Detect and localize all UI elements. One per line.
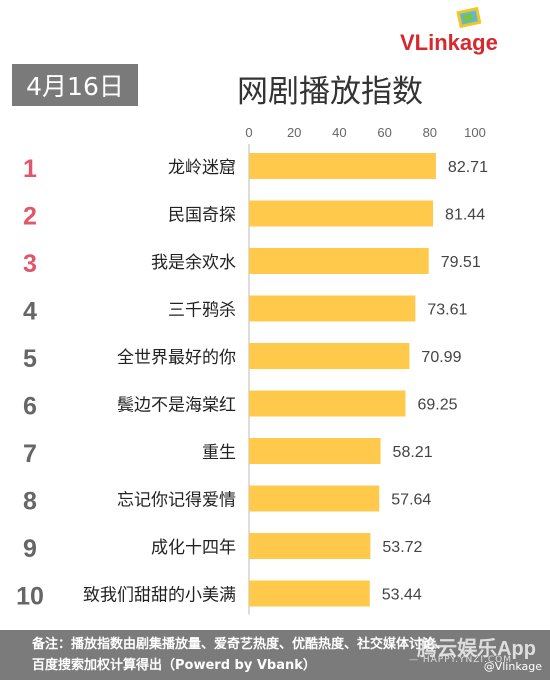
x-tick-label: 80 [423,125,437,140]
rank-label: 7 [23,440,37,468]
data-label: 79.51 [441,254,481,271]
data-label: 73.61 [427,302,467,319]
category-label: 忘记你记得爱情 [117,491,236,511]
category-label: 全世界最好的你 [117,348,236,368]
rank-label: 4 [23,298,37,326]
vlinkage-logo: VLinkage [400,6,530,56]
category-label: 重生 [202,443,236,463]
bar [249,295,416,322]
footer-note-line2: 百度搜索加权计算得出（Powerd by Vbank） [32,658,316,673]
data-label: 57.64 [391,492,431,509]
date-badge: 4月16日 [12,64,138,106]
footer-note: 备注：播放指数由剧集播放量、爱奇艺热度、优酷热度、社交媒体讨论、 百度搜索加权计… [0,630,550,680]
category-label: 民国奇探 [168,206,236,226]
bar-chart: 0 20 40 60 80 100 82.71 龙岭迷窟 1 81.44 民国奇探 2 79.51 我是余… [16,125,488,615]
data-label: 58.21 [393,444,433,461]
rank-label: 2 [23,203,37,231]
logo-mark-icon [456,6,482,29]
x-tick-label: 60 [377,125,391,140]
x-tick-label: 100 [464,125,486,140]
category-label: 我是余欢水 [151,253,236,273]
x-tick-label: 0 [245,125,252,140]
category-label: 致我们甜甜的小美满 [83,586,236,606]
category-label: 成化十四年 [151,538,236,558]
logo-text: VLinkage [400,30,498,55]
bar [249,153,436,179]
rank-label: 8 [23,488,37,516]
bar [249,390,406,417]
category-label: 三千鸦杀 [168,301,236,321]
rank-label: 10 [16,583,44,611]
data-label: 53.44 [382,587,422,604]
data-label: 82.71 [448,159,488,176]
x-tick-label: 40 [332,125,346,140]
watermark-text: 腾云娱乐App [417,638,536,660]
page-title: 网剧播放指数 [237,74,423,110]
bar [249,580,370,607]
rank-label: 6 [23,393,37,421]
bar [249,343,410,369]
data-label: 53.72 [382,539,422,556]
category-label: 龙岭迷窟 [168,158,236,178]
data-label: 70.99 [421,349,461,366]
bar [249,485,380,512]
rank-label: 1 [23,155,37,183]
bar [249,248,429,274]
rank-label: 5 [23,345,37,373]
watermark-subtext: — HAPPY.YNZI.COM [408,655,512,665]
bar [249,438,381,464]
category-label: 鬓边不是海棠红 [117,395,236,416]
weibo-handle: @Vlinkage [483,660,542,673]
bar [249,200,434,227]
bar [249,533,371,559]
data-label: 81.44 [445,207,485,224]
x-tick-label: 20 [287,125,301,140]
rank-label: 3 [23,250,37,278]
rank-label: 9 [23,535,37,563]
data-label: 69.25 [418,397,458,414]
footer-note-line1: 备注：播放指数由剧集播放量、爱奇艺热度、优酷热度、社交媒体讨论、 [32,637,449,652]
